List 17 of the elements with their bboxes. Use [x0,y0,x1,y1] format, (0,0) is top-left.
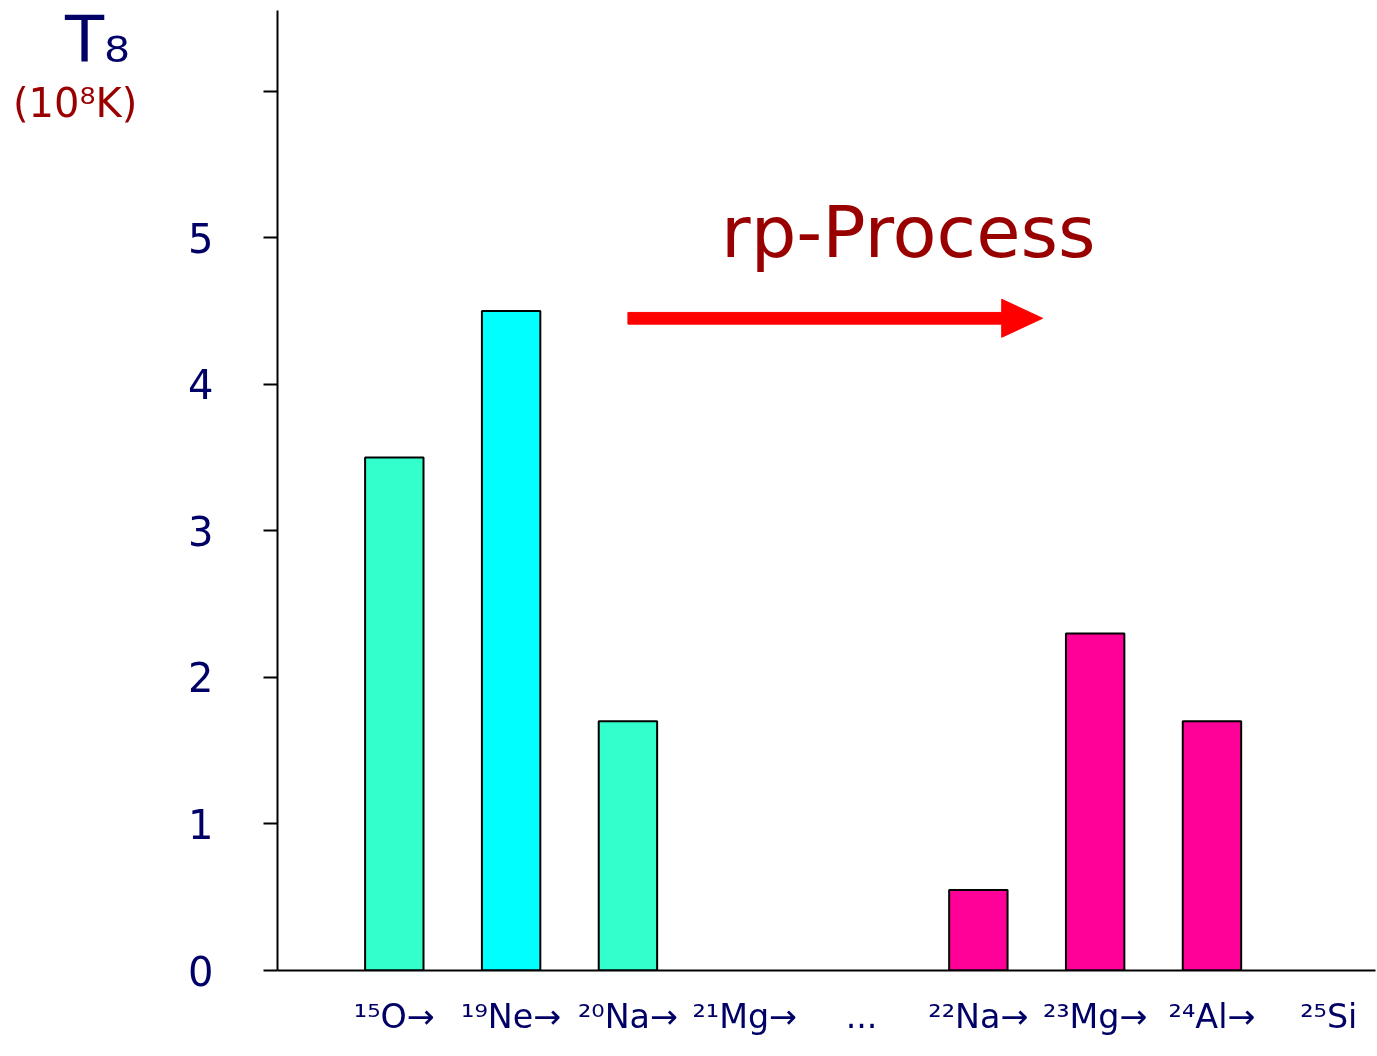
x-tick-label: ²³Mg→ [1042,996,1148,1036]
x-tick-label: ... [845,996,878,1036]
x-tick-label: ²⁰Na→ [577,996,678,1036]
x-tick-label: ²¹Mg→ [692,996,798,1036]
y-tick-label: 2 [188,655,214,702]
x-tick-label: ¹⁹Ne→ [461,996,562,1036]
x-tick-label: ²⁵Si [1300,996,1358,1036]
annotation: rp-Process [721,190,1096,275]
y-tick-label: 0 [188,948,214,995]
x-tick-label: ²⁴Al→ [1168,996,1256,1036]
x-tick-label: ¹⁵O→ [353,996,435,1036]
y-tick-label: 1 [188,801,214,848]
y-tick-label: 4 [188,362,214,409]
x-tick-label: ²²Na→ [928,996,1029,1036]
y-tick-label: 5 [188,215,214,262]
y-tick-label: 3 [188,508,214,555]
y-axis-title: T₈ (10⁸K) [12,3,138,129]
